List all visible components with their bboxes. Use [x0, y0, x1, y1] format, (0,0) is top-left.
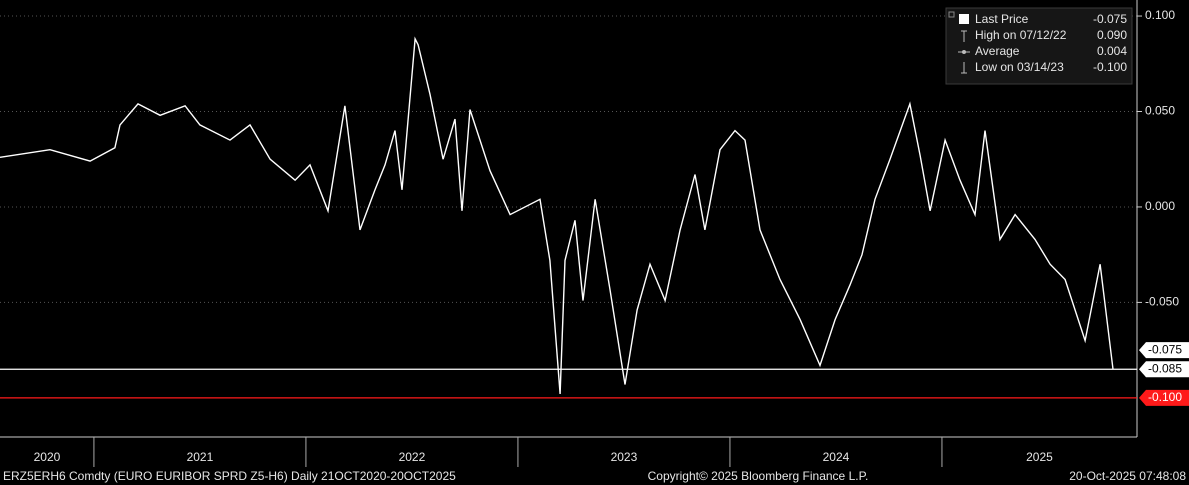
legend-label: Low on 03/14/23 — [975, 60, 1064, 74]
legend-value: -0.075 — [1093, 12, 1127, 26]
x-tick-label: 2025 — [1026, 450, 1053, 464]
price-tag-label: -0.075 — [1148, 342, 1182, 356]
legend-value: -0.100 — [1093, 60, 1127, 74]
legend-label: High on 07/12/22 — [975, 28, 1067, 42]
footer-center: Copyright© 2025 Bloomberg Finance L.P. — [648, 469, 869, 483]
legend-value: 0.090 — [1097, 28, 1127, 42]
y-tick-label: 0.050 — [1145, 104, 1175, 118]
legend-box — [945, 7, 1133, 85]
legend-value: 0.004 — [1097, 44, 1127, 58]
x-tick-label: 2021 — [187, 450, 214, 464]
footer-left: ERZ5ERH6 Comdty (EURO EURIBOR SPRD Z5-H6… — [3, 469, 456, 483]
footer-right: 20-Oct-2025 07:48:08 — [1069, 469, 1186, 483]
y-tick-label: -0.050 — [1145, 295, 1179, 309]
y-tick-label: 0.100 — [1145, 8, 1175, 22]
price-tag-label: -0.085 — [1148, 361, 1182, 375]
price-tag-label: -0.100 — [1148, 390, 1182, 404]
price-tag — [1139, 389, 1189, 406]
legend-icon — [961, 62, 967, 74]
price-tag — [1139, 342, 1189, 359]
legend-icon — [961, 30, 967, 42]
legend-icon — [962, 50, 966, 54]
x-tick-label: 2023 — [611, 450, 638, 464]
price-tag — [1139, 361, 1189, 378]
price-line — [0, 36, 1114, 395]
legend-icon — [959, 14, 969, 24]
y-tick-label: 0.000 — [1145, 199, 1175, 213]
legend-label: Average — [975, 44, 1020, 58]
legend: Last Price -0.075 High on 07/12/22 0.090 Ave… — [945, 7, 1133, 85]
x-tick-label: 2022 — [399, 450, 426, 464]
x-tick-label: 2020 — [34, 450, 61, 464]
x-tick-label: 2024 — [823, 450, 850, 464]
legend-toggle[interactable] — [948, 11, 955, 18]
legend-label: Last Price — [975, 12, 1029, 26]
